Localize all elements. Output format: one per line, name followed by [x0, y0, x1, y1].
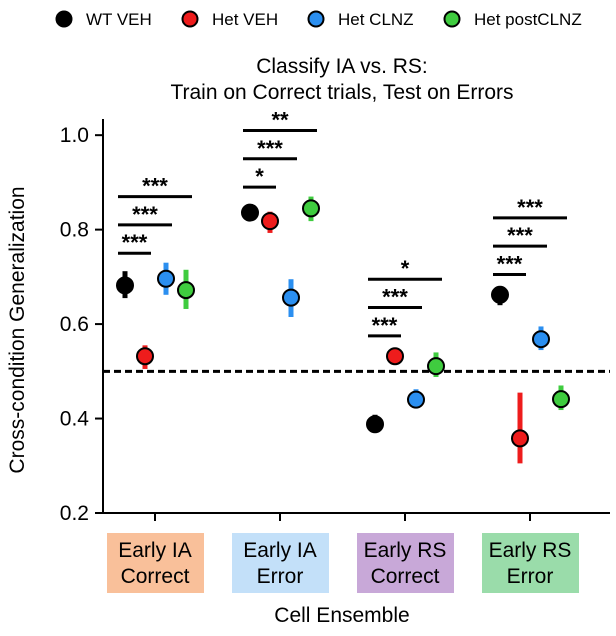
significance-label: **	[271, 107, 289, 132]
y-tick-label: 0.2	[60, 502, 89, 525]
significance-label: ***	[507, 223, 533, 248]
category-box	[482, 533, 579, 593]
data-point	[261, 212, 279, 231]
significance-label: ***	[497, 251, 523, 276]
plot-area: ********* ************* *********	[103, 107, 610, 464]
data-point	[302, 199, 320, 218]
legend-marker	[443, 10, 461, 28]
chart-title-line: Classify IA vs. RS:	[256, 55, 428, 78]
significance-label: ***	[142, 174, 168, 199]
y-tick-label: 1.0	[60, 124, 89, 147]
chart-title: Classify IA vs. RS: Train on Correct tria…	[170, 55, 513, 104]
y-tick-label: 0.4	[60, 408, 90, 431]
significance-label: ***	[517, 195, 543, 220]
legend-marker	[55, 10, 73, 28]
significance-label: *	[255, 164, 264, 189]
chart-title-line: Train on Correct trials, Test on Errors	[170, 81, 513, 104]
significance-label: ***	[257, 136, 283, 161]
data-point	[116, 276, 134, 295]
legend-marker	[181, 10, 199, 28]
significance-label: ***	[132, 202, 158, 227]
legend-label: Het VEH	[212, 10, 278, 29]
category-label: Correct	[371, 565, 440, 588]
y-tick-label: 0.8	[60, 219, 89, 242]
category-label: Error	[507, 565, 554, 588]
significance-label: ***	[382, 285, 408, 310]
data-point	[511, 429, 529, 448]
data-point	[366, 415, 384, 434]
category-label: Correct	[121, 565, 190, 588]
data-point	[241, 203, 259, 222]
category-label: Early IA	[118, 539, 192, 562]
data-point	[177, 281, 195, 300]
legend-label: WT VEH	[86, 10, 152, 29]
data-point	[491, 285, 509, 304]
data-point	[427, 357, 445, 376]
x-axis-label: Cell Ensemble	[274, 604, 409, 627]
legend: WT VEH Het VEH Het CLNZ Het postCLNZ	[55, 10, 582, 29]
y-tick-label: 0.6	[60, 313, 89, 336]
data-point	[282, 288, 300, 307]
data-point	[386, 347, 404, 366]
category-label: Early IA	[243, 539, 317, 562]
significance-label: *	[401, 256, 410, 281]
y-axis-label: Cross-condition Generalization	[6, 186, 29, 473]
legend-label: Het postCLNZ	[474, 10, 582, 29]
category-label: Early RS	[364, 539, 447, 562]
data-point	[407, 390, 425, 409]
data-point	[552, 390, 570, 409]
category-box	[232, 533, 329, 593]
axes: 0.2 0.4 0.6 0.8 1.0	[60, 119, 610, 525]
category-label: Error	[257, 565, 304, 588]
legend-marker	[307, 10, 325, 28]
category-label: Early RS	[489, 539, 572, 562]
data-point	[157, 269, 175, 288]
significance-label: ***	[122, 230, 148, 255]
category-box	[107, 533, 204, 593]
data-point	[532, 330, 550, 349]
data-point	[136, 347, 154, 366]
category-labels: Early IA Correct Early IA Error Early RS Corr…	[107, 533, 579, 593]
significance-label: ***	[372, 313, 398, 338]
category-box	[357, 533, 454, 593]
legend-label: Het CLNZ	[338, 10, 414, 29]
